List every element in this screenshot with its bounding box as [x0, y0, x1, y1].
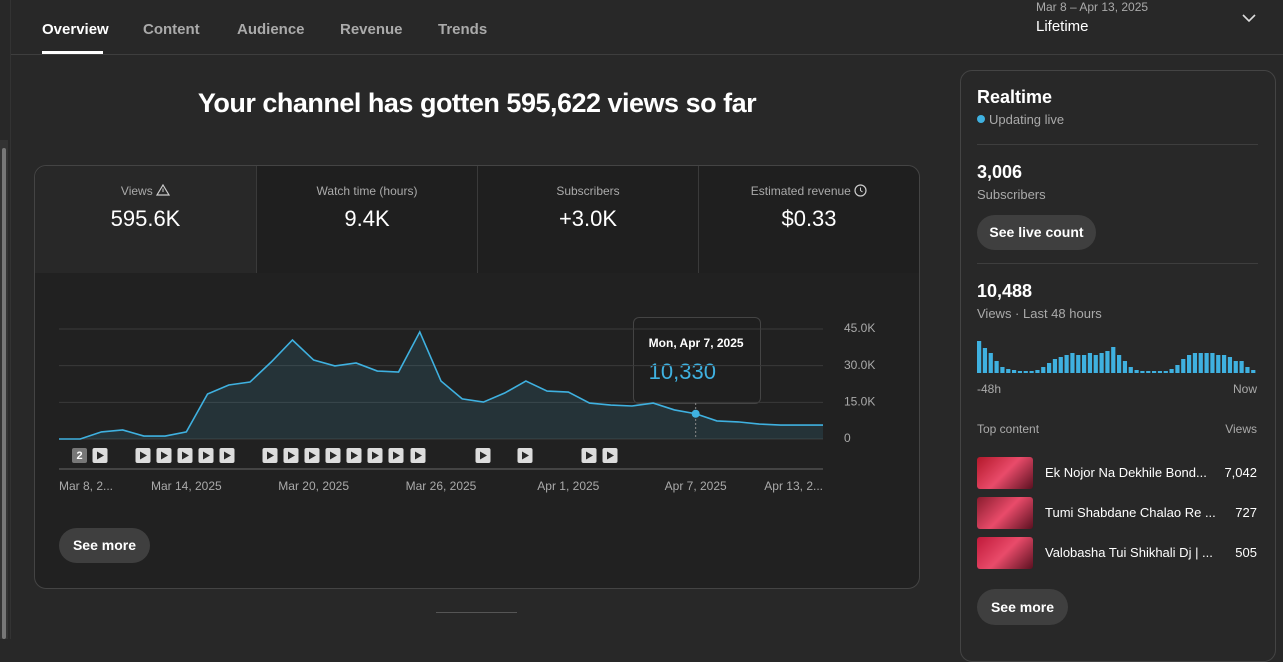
video-title[interactable]: Tumi Shabdane Chalao Re ... [1045, 505, 1216, 520]
video-views: 505 [1235, 545, 1257, 560]
metric-value: +3.0K [558, 206, 618, 231]
divider [977, 263, 1258, 264]
metric-label: Estimated revenue [699, 184, 919, 198]
metric-label-text: Views [120, 184, 153, 198]
divider [436, 612, 517, 613]
subscriber-count: 3,006 [977, 162, 1023, 182]
tab-underline [42, 51, 103, 54]
realtime-card [960, 70, 1276, 662]
live-dot [977, 115, 985, 123]
metric-tab[interactable]: Subscribers +3.0K [477, 166, 698, 273]
metric-label: Subscribers [556, 184, 620, 198]
metric-label: Views [35, 183, 256, 198]
divider [977, 144, 1258, 145]
views-count: 10,488 [977, 281, 1033, 301]
date-label[interactable]: Lifetime [1036, 18, 1089, 35]
divider [10, 54, 1283, 55]
subscriber-label: Subscribers [977, 187, 1046, 202]
tooltip: Mon, Apr 7, 2025 10,330 [632, 317, 761, 404]
tab[interactable]: Content [143, 21, 200, 38]
tab[interactable]: Overview [42, 21, 109, 38]
top-content-header: Top content [977, 422, 1040, 436]
video-title[interactable]: Valobasha Tui Shikhali Dj | ... [1045, 545, 1213, 560]
metric-value: $0.33 [781, 206, 837, 231]
tab[interactable]: Trends [438, 21, 488, 38]
headline: Your channel has gotten 595,622 views so… [197, 88, 757, 118]
tab[interactable]: Audience [237, 21, 305, 38]
tooltip-value: 10,330 [648, 359, 716, 384]
video-views: 7,042 [1224, 465, 1257, 480]
thumbnail[interactable] [977, 497, 1033, 529]
metric-value: 595.6K [110, 206, 181, 231]
video-views: 727 [1235, 505, 1257, 520]
warning-icon [156, 183, 171, 196]
date-range[interactable]: Mar 8 – Apr 13, 2025 [1036, 0, 1149, 14]
views-label: Views · Last 48 hours [977, 306, 1102, 321]
see-more-button[interactable]: See more [59, 528, 150, 563]
views-column-header: Views [1225, 422, 1257, 436]
divider [10, 0, 11, 639]
thumbnail[interactable] [977, 457, 1033, 489]
video-title[interactable]: Ek Nojor Na Dekhile Bond... [1045, 465, 1207, 480]
metric-tab[interactable]: Watch time (hours) 9.4K [256, 166, 477, 273]
tab[interactable]: Revenue [340, 21, 403, 38]
metric-tab[interactable]: Views 595.6K [35, 166, 256, 273]
chevron[interactable] [1242, 12, 1256, 24]
scrollbar[interactable] [0, 140, 8, 639]
scroll-thumb[interactable] [2, 148, 6, 639]
metric-label-text: Estimated revenue [750, 184, 851, 198]
metric-label: Watch time (hours) [316, 184, 418, 198]
see-more-button[interactable]: See more [977, 589, 1068, 625]
live-status: Updating live [989, 112, 1065, 127]
tooltip-title: Mon, Apr 7, 2025 [648, 336, 744, 350]
thumbnail[interactable] [977, 537, 1033, 569]
clock-icon [854, 184, 867, 197]
metric-value: 9.4K [344, 206, 390, 231]
realtime-title: Realtime [977, 87, 1053, 107]
live-count-button[interactable]: See live count [977, 215, 1096, 250]
metric-tab[interactable]: Estimated revenue $0.33 [698, 166, 919, 273]
